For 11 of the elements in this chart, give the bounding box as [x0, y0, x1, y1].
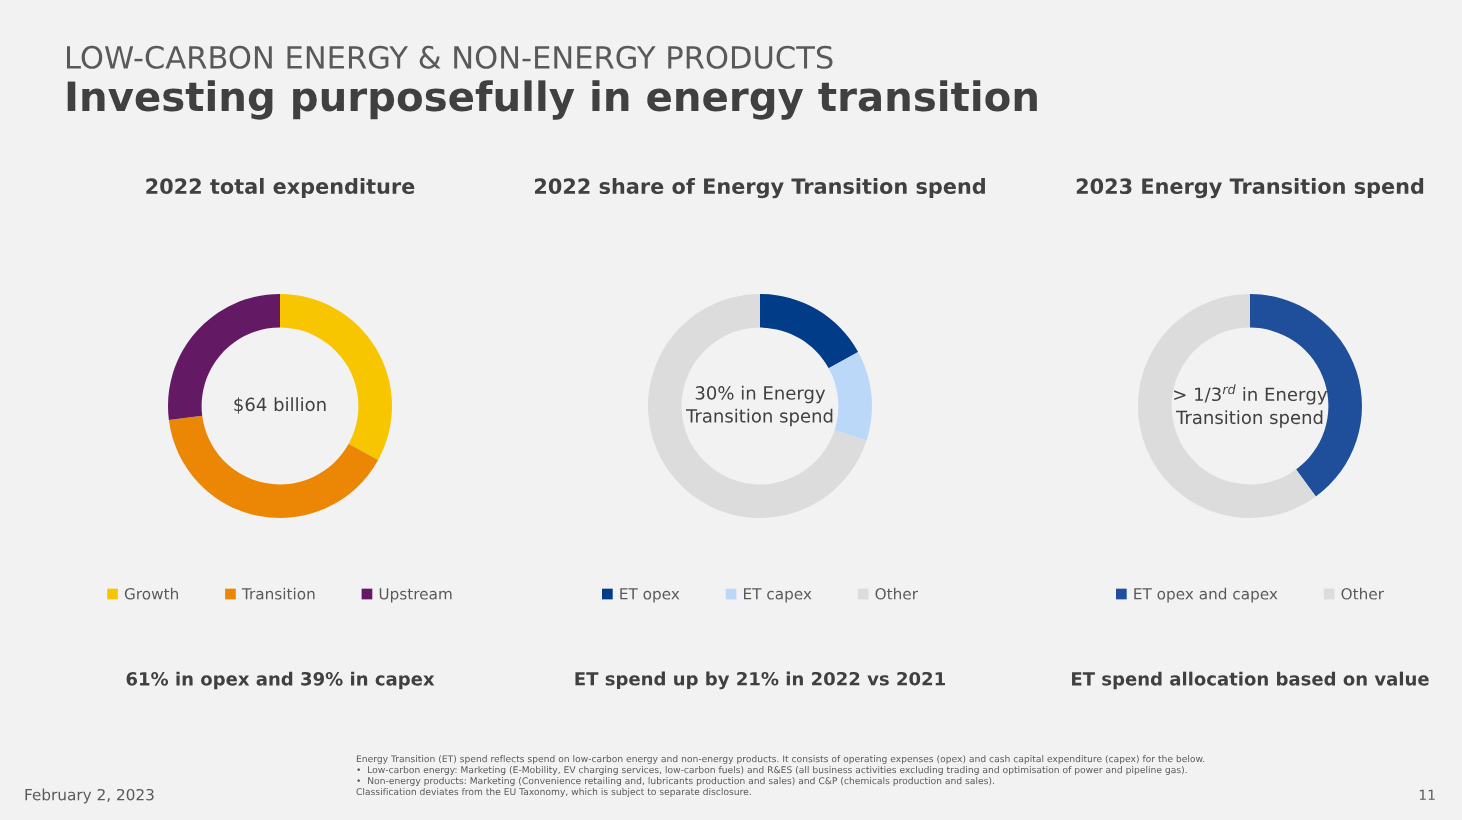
text: > 1/3$^{rd}$ in Energy Transition spend	[1174, 384, 1328, 428]
text: 61% in opex and 39% in capex	[126, 671, 435, 690]
text: LOW-CARBON ENERGY & NON-ENERGY PRODUCTS	[67, 45, 833, 69]
text: ET spend up by 21% in 2022 vs 2021	[575, 671, 945, 690]
text: Investing purposefully in energy transition	[67, 80, 1037, 120]
text: ET spend allocation based on value	[1072, 671, 1429, 690]
text: 30% in Energy Transition spend	[685, 385, 833, 427]
chart-title: 2022 share of Energy Transition spend	[534, 177, 985, 199]
text: $64 billion	[234, 397, 326, 414]
chart-title: 2023 Energy Transition spend	[1076, 177, 1424, 199]
chart-title: 2022 total expenditure	[146, 177, 415, 199]
